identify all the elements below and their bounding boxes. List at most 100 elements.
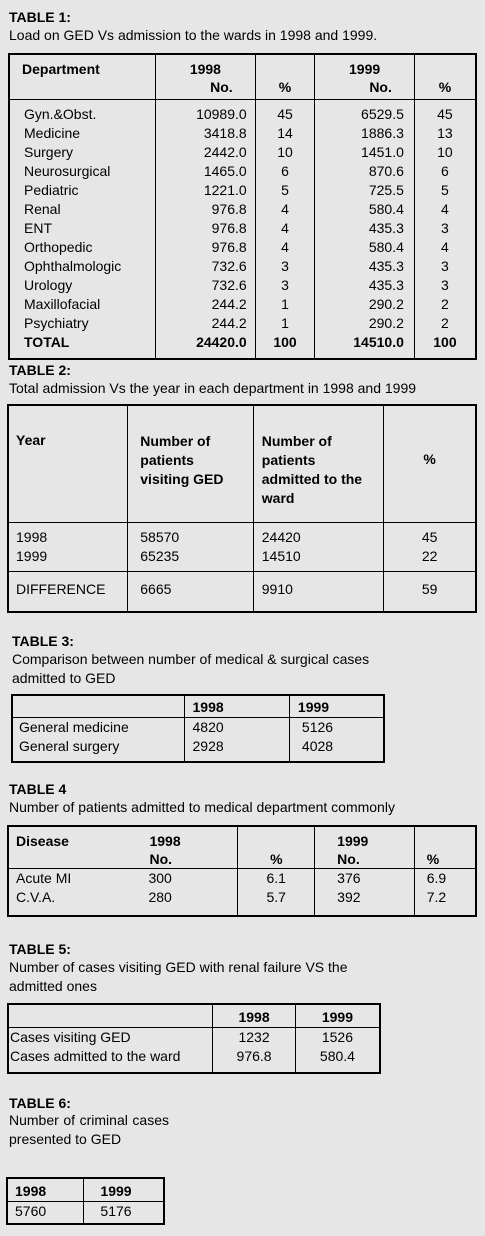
table1-cell-department: Ophthalmologic [24,258,122,274]
table5-cell-label: Cases visiting GED [10,1029,131,1045]
table5-cell-1999: 1526 [294,1027,380,1047]
table3-header-1999: 1999 [288,695,384,718]
table1-cell-1998-pct: 14 [254,124,315,143]
table1-cell-1998-no: 732.6 [155,276,256,295]
table1-cell-1999-no: 435.3 [314,257,415,276]
table1-cell-1999-pct: 3 [413,257,476,276]
table2-visiting-1998: 58570 [140,529,180,545]
table1-total-1998-pct: 100 [254,333,315,359]
table1-row: Pediatric 1221.0 5 725.5 5 [9,181,476,200]
table2-data-row: 1998 1999 58570 65235 24420 14510 45 22 [8,522,476,572]
table1-cell-department: Maxillofacial [24,296,101,312]
table1-total-1999-no: 14510.0 [314,333,415,359]
table2-admitted-1999: 14510 [261,548,301,564]
table4-header-1999-no: No. [337,851,360,867]
table2-admitted-1998: 24420 [261,529,301,545]
table1-header-department: Department [9,54,156,100]
table1-row: Ophthalmologic 732.6 3 435.3 3 [9,257,476,276]
table1-cell-1999-pct: 5 [413,181,476,200]
table1-row: Medicine 3418.8 14 1886.3 13 [9,124,476,143]
table4-header-row: Disease 1998 No. % 1999 No. % [8,826,476,869]
table3-header-1998: 1998 [183,695,290,718]
table1-cell-1998-pct: 1 [254,295,315,314]
table1-header-1998: 1998 No. [155,54,256,100]
table2-difference-pct: 59 [383,571,476,612]
table1-cell-department: Neurosurgical [24,163,111,179]
table1-cell-1998-no: 244.2 [155,314,256,333]
table5-header-1999: 1999 [294,1004,380,1028]
table3-row: General medicine 4820 5126 [12,717,384,737]
table1-cell-1999-no: 290.2 [314,295,415,314]
table3-cell-1999: 5126 [288,717,384,737]
table1-cell-1998-pct: 1 [254,314,315,333]
table5-header-blank [8,1004,213,1028]
table4-row: C.V.A. 280 5.7 392 7.2 [8,888,476,916]
table6: 1998 1999 5760 5176 [6,1177,165,1225]
table1-row: Neurosurgical 1465.0 6 870.6 6 [9,162,476,181]
table1-cell-1998-no: 1221.0 [155,181,256,200]
table1-total-1998-no: 24420.0 [155,333,256,359]
table1-header-1998-no: No. [210,79,233,95]
table3: 1998 1999 General medicine 4820 5126 Genera… [11,694,385,763]
table2: Year Number of patients visiting GED Num… [7,404,477,613]
table4-cell-1998-pct: 5.7 [237,888,315,916]
table2-header-admitted: Number of patients admitted to the ward [252,405,384,523]
table4: Disease 1998 No. % 1999 No. % Acute MI 30… [7,825,477,917]
table3-header-row: 1998 1999 [12,695,384,718]
table1-cell-1999-no: 290.2 [314,314,415,333]
table1-cell-department: Renal [24,201,61,217]
table4-header-1998-pct: % [237,826,315,869]
table5-cell-1999: 580.4 [294,1047,380,1073]
table1-cell-1998-no: 976.8 [155,238,256,257]
table1-header-1999-year: 1999 [349,61,381,77]
table4-header-disease: Disease [16,833,69,849]
table2-difference-admitted: 9910 [252,571,384,612]
table4-row: Acute MI 300 6.1 376 6.9 [8,868,476,888]
table2-header-pct: % [383,405,476,523]
table6-subtitle: Number of criminal cases presented to GE… [9,1112,169,1147]
table4-cell-1999-no: 392 [314,888,415,916]
table2-pct-values: 45 22 [383,522,476,572]
table4-title: TABLE 4 [9,781,67,797]
table6-value-1999: 5176 [83,1201,164,1224]
table4-header-1998-year: 1998 [149,833,181,849]
table4-cell-1999-pct: 7.2 [413,888,476,916]
table4-cell-1998-pct: 6.1 [237,868,315,888]
table3-subtitle: Comparison between number of medical & s… [12,651,370,686]
table1-cell-department: Orthopedic [24,239,93,255]
table1-cell-1999-no: 580.4 [314,200,415,219]
table1-header-row: Department 1998 No. % 1999 No. % [9,54,476,100]
table5-cell-1998: 1232 [212,1027,296,1047]
table4-cell-disease: Acute MI [16,870,72,886]
table1-cell-1999-no: 870.6 [314,162,415,181]
table6-header-1999: 1999 [83,1178,164,1202]
table2-subtitle: Total admission Vs the year in each depa… [9,380,417,396]
table5-subtitle: Number of cases visiting GED with renal … [9,959,348,994]
table1-header-1999: 1999 No. [314,54,415,100]
table1-header-1998-pct: % [254,54,315,100]
table1-cell-1999-no: 6529.5 [314,99,415,124]
table1-row: Renal 976.8 4 580.4 4 [9,200,476,219]
table2-header-row: Year Number of patients visiting GED Num… [8,405,476,523]
table1-row: Surgery 2442.0 10 1451.0 10 [9,143,476,162]
table1-cell-1998-no: 976.8 [155,219,256,238]
table2-visiting-values: 58570 65235 [127,522,254,572]
table5-cell-1998: 976.8 [212,1047,296,1073]
table1-cell-1998-no: 1465.0 [155,162,256,181]
table4-header-1998-no: No. [149,851,173,867]
table1-cell-1999-no: 435.3 [314,219,415,238]
table1-cell-1999-pct: 3 [413,219,476,238]
table1-cell-1999-pct: 2 [413,295,476,314]
table1-cell-department: Surgery [24,144,74,160]
table1-cell-1999-pct: 10 [413,143,476,162]
table4-cell-1999-no: 376 [314,868,415,888]
table1-cell-department: Psychiatry [24,315,89,331]
table1-cell-1998-no: 976.8 [155,200,256,219]
table5-cell-label: Cases admitted to the ward [10,1048,181,1064]
table1-cell-1998-pct: 3 [254,276,315,295]
table1-cell-1999-pct: 4 [413,200,476,219]
table1-row: Urology 732.6 3 435.3 3 [9,276,476,295]
table1-header-1999-pct: % [413,54,476,100]
table3-cell-1998: 2928 [183,737,290,762]
table4-cell-disease: C.V.A. [16,889,56,905]
